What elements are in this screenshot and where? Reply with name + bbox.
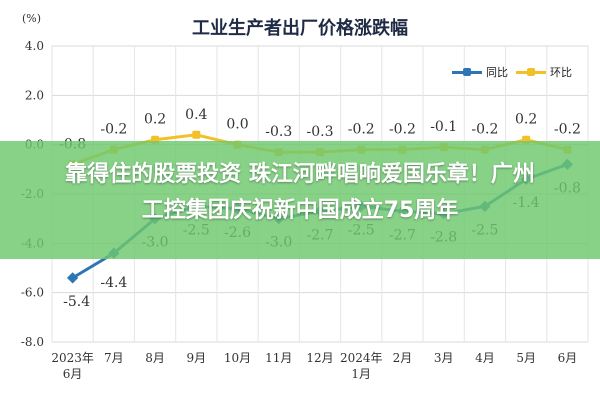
data-point-mom — [192, 130, 201, 139]
data-label-mom: -0.3 — [307, 124, 334, 140]
x-tick-label: 12月 — [306, 351, 333, 365]
data-label-mom: 0.2 — [515, 112, 537, 128]
legend-swatch-yoy — [452, 67, 482, 76]
legend-swatch-mom — [516, 67, 546, 76]
data-label-mom: -0.2 — [389, 122, 416, 138]
data-label-mom: -0.2 — [348, 122, 375, 138]
x-tick-label: 4月 — [475, 351, 495, 365]
data-label-yoy: -4.4 — [100, 275, 127, 291]
legend-item-yoy: 同比 — [452, 64, 508, 80]
data-label-yoy: -5.4 — [63, 294, 90, 310]
legend: 同比 环比 — [452, 64, 572, 80]
x-tick-label: 6月 — [558, 351, 578, 365]
overlay-banner-text: 靠得住的股票投资 珠江河畔唱响爱国乐章！广州 工控集团庆祝新中国成立75周年 — [10, 157, 590, 229]
x-tick-label: 2月 — [393, 351, 413, 365]
data-label-mom: 0.0 — [226, 117, 248, 133]
x-tick-label: 11月 — [265, 351, 292, 365]
legend-label-yoy: 同比 — [486, 66, 508, 79]
data-label-mom: -0.2 — [471, 122, 498, 138]
x-tick-label: 8月 — [145, 351, 165, 365]
y-tick-label: -6.0 — [21, 286, 44, 300]
data-label-mom: -0.1 — [430, 119, 457, 135]
data-label-mom: -0.2 — [554, 122, 581, 138]
x-tick-label: 9月 — [186, 351, 206, 365]
y-tick-label: 2.0 — [25, 88, 44, 102]
legend-label-mom: 环比 — [550, 66, 572, 79]
legend-item-mom: 环比 — [516, 64, 572, 80]
x-tick-label: 7月 — [104, 351, 124, 365]
x-tick-label: 2023年 6月 — [51, 351, 94, 381]
data-label-mom: 0.2 — [144, 112, 166, 128]
overlay-line-2: 工控集团庆祝新中国成立75周年 — [141, 198, 459, 223]
x-tick-label: 10月 — [224, 351, 251, 365]
x-tick-label: 3月 — [434, 351, 454, 365]
y-unit-label: (%) — [22, 12, 42, 25]
overlay-banner — [0, 141, 600, 259]
y-tick-label: -8.0 — [21, 335, 44, 349]
data-label-mom: 0.4 — [185, 107, 207, 123]
y-tick-label: 4.0 — [25, 39, 44, 53]
data-label-mom: -0.2 — [100, 122, 127, 138]
x-tick-label: 2024年 1月 — [340, 351, 383, 381]
data-label-mom: -0.3 — [265, 124, 292, 140]
x-tick-label: 5月 — [516, 351, 536, 365]
chart-title: 工业生产者出厂价格涨跌幅 — [192, 18, 408, 39]
overlay-line-1: 靠得住的股票投资 珠江河畔唱响爱国乐章！广州 — [65, 162, 535, 187]
